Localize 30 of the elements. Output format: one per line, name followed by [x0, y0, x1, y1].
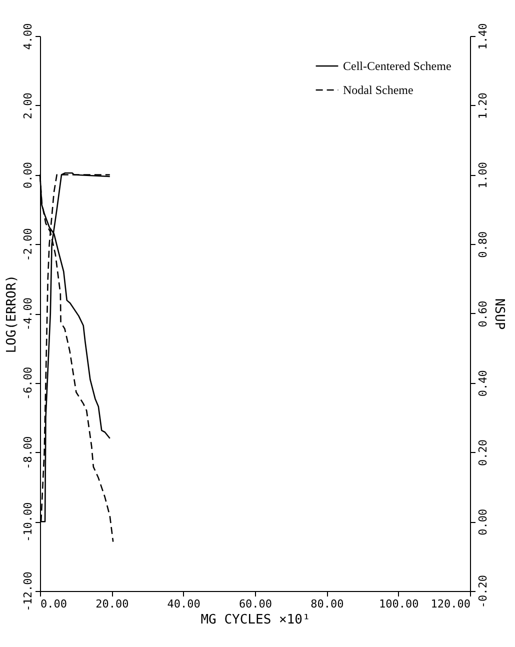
y2-tick-label: 0.60 — [476, 300, 490, 328]
legend-label: Cell-Centered Scheme — [343, 59, 452, 73]
x-tick-label: 120.00 — [430, 598, 470, 610]
x-tick-label: 60.00 — [238, 598, 272, 610]
y2-tick-label: 1.40 — [476, 23, 490, 50]
x-tick-label: 20.00 — [96, 598, 129, 610]
x-tick-label: 0.00 — [40, 598, 67, 610]
y2-tick-label: 0.00 — [476, 508, 490, 536]
legend-label: Nodal Scheme — [343, 83, 414, 97]
y2-tick-label: 1.00 — [476, 162, 490, 188]
x-tick-label: 100.00 — [378, 598, 419, 610]
x-axis-title: MG CYCLES ×10¹ — [200, 612, 310, 628]
y-tick-label: 4.00 — [22, 23, 34, 50]
y-tick-label: -12.00 — [22, 572, 34, 612]
y-tick-label: -4.00 — [22, 297, 34, 331]
y2-axis-title: NSUP — [492, 298, 506, 330]
y-tick-label: 0.00 — [22, 162, 34, 188]
y2-tick-label: 0.40 — [476, 370, 490, 397]
y-tick-label: 2.00 — [22, 92, 34, 120]
y2-tick-label: -0.20 — [476, 574, 490, 608]
y-tick-label: -8.00 — [22, 436, 34, 470]
x-tick-label: 80.00 — [310, 598, 344, 610]
x-tick-label: 40.00 — [167, 598, 200, 610]
y-axis-title: LOG(ERROR) — [4, 274, 20, 354]
y-tick-label: -10.00 — [22, 502, 34, 542]
y2-tick-label: 0.20 — [476, 440, 490, 466]
y2-tick-label: 0.80 — [476, 231, 490, 258]
y-tick-label: -2.00 — [22, 228, 34, 262]
y2-tick-label: 1.20 — [476, 92, 490, 120]
y-tick-label: -6.00 — [22, 366, 34, 400]
